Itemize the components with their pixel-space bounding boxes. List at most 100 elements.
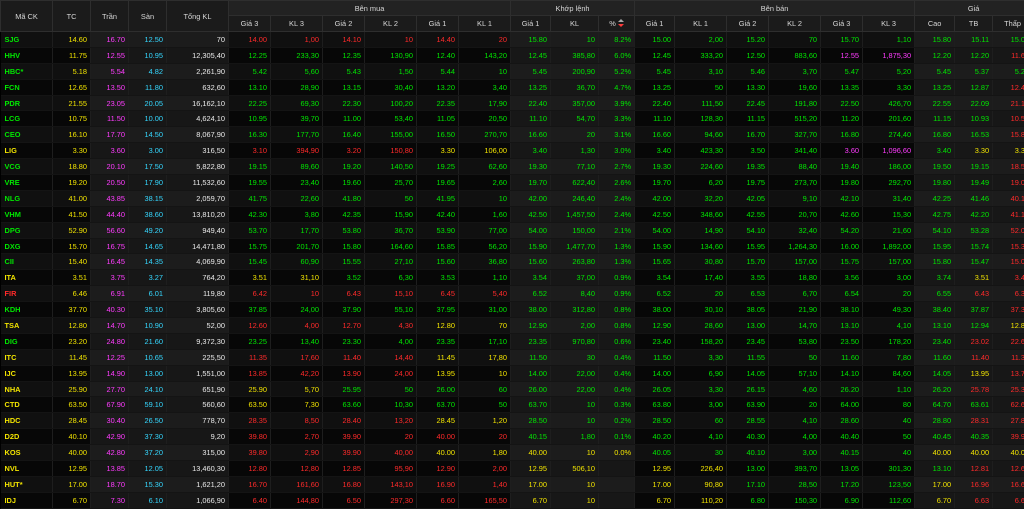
cell-code[interactable]: SJG — [1, 32, 53, 48]
col-buy-kl2[interactable]: KL 2 — [365, 16, 417, 32]
col-ma-ck[interactable]: Mã CK — [1, 1, 53, 32]
sort-icon[interactable] — [618, 19, 624, 28]
col-thap[interactable]: Thấp — [993, 16, 1024, 32]
cell-code[interactable]: VCG — [1, 159, 53, 175]
col-buy-gia1[interactable]: Giá 1 — [417, 16, 459, 32]
col-match-gia[interactable]: Giá 1 — [511, 16, 551, 32]
cell-code[interactable]: FIR — [1, 286, 53, 302]
cell-match-price: 12.95 — [511, 461, 551, 477]
col-cao[interactable]: Cao — [915, 16, 955, 32]
cell-code[interactable]: CEO — [1, 127, 53, 143]
cell-code[interactable]: KOS — [1, 445, 53, 461]
cell-code[interactable]: NVL — [1, 461, 53, 477]
col-match-pct[interactable]: % — [599, 16, 635, 32]
cell-avg: 23.02 — [955, 333, 993, 349]
cell-code[interactable]: VHM — [1, 206, 53, 222]
cell-sell-price-1: 12.90 — [635, 318, 675, 334]
cell-code[interactable]: HDC — [1, 413, 53, 429]
cell-code[interactable]: KDH — [1, 302, 53, 318]
col-buy-gia3[interactable]: Giá 3 — [229, 16, 271, 32]
cell-avg: 5.37 — [955, 63, 993, 79]
col-tran[interactable]: Trần — [91, 1, 129, 32]
cell-san: 10.95 — [129, 47, 167, 63]
cell-match-vol: 10 — [551, 413, 599, 429]
col-san[interactable]: Sàn — [129, 1, 167, 32]
cell-sell-price-1: 6.70 — [635, 492, 675, 508]
col-sell-kl1[interactable]: KL 1 — [675, 16, 727, 32]
cell-sell-price-1: 40.20 — [635, 429, 675, 445]
cell-code[interactable]: CII — [1, 254, 53, 270]
cell-code[interactable]: LCG — [1, 111, 53, 127]
col-tong-kl[interactable]: Tổng KL — [167, 1, 229, 32]
col-sell-gia3[interactable]: Giá 3 — [821, 16, 863, 32]
cell-code[interactable]: IDJ — [1, 492, 53, 508]
col-sell-gia2[interactable]: Giá 2 — [727, 16, 769, 32]
col-sell-kl3[interactable]: KL 3 — [863, 16, 915, 32]
cell-sell-price-1: 26.05 — [635, 381, 675, 397]
cell-code[interactable]: ITC — [1, 349, 53, 365]
col-sell-gia1[interactable]: Giá 1 — [635, 16, 675, 32]
cell-code[interactable]: DIG — [1, 333, 53, 349]
cell-total-volume: 70 — [167, 32, 229, 48]
col-buy-gia2[interactable]: Giá 2 — [323, 16, 365, 32]
cell-code[interactable]: HBC* — [1, 63, 53, 79]
cell-code[interactable]: DPG — [1, 222, 53, 238]
col-buy-kl3[interactable]: KL 3 — [271, 16, 323, 32]
cell-code[interactable]: CTD — [1, 397, 53, 413]
cell-code[interactable]: PDR — [1, 95, 53, 111]
cell-sell-price-3: 16.80 — [821, 127, 863, 143]
cell-sell-vol-2: 150,30 — [769, 492, 821, 508]
cell-code[interactable]: FCN — [1, 79, 53, 95]
cell-buy-vol-1: 20 — [459, 32, 511, 48]
col-match-kl[interactable]: KL — [551, 16, 599, 32]
col-buy-kl1[interactable]: KL 1 — [459, 16, 511, 32]
col-tc[interactable]: TC — [53, 1, 91, 32]
cell-code[interactable]: TSA — [1, 318, 53, 334]
col-tb[interactable]: TB — [955, 16, 993, 32]
cell-sell-vol-1: 17,40 — [675, 270, 727, 286]
cell-code[interactable]: HUT* — [1, 476, 53, 492]
cell-code[interactable]: HHV — [1, 47, 53, 63]
cell-code[interactable]: DXG — [1, 238, 53, 254]
cell-code[interactable]: NLG — [1, 190, 53, 206]
cell-code[interactable]: NHA — [1, 381, 53, 397]
cell-avg: 15.47 — [955, 254, 993, 270]
cell-code[interactable]: D2D — [1, 429, 53, 445]
cell-total-volume: 225,50 — [167, 349, 229, 365]
cell-code[interactable]: LIG — [1, 143, 53, 159]
cell-code[interactable]: ITA — [1, 270, 53, 286]
cell-code[interactable]: VRE — [1, 175, 53, 191]
col-sell-kl2[interactable]: KL 2 — [769, 16, 821, 32]
cell-code[interactable]: IJC — [1, 365, 53, 381]
